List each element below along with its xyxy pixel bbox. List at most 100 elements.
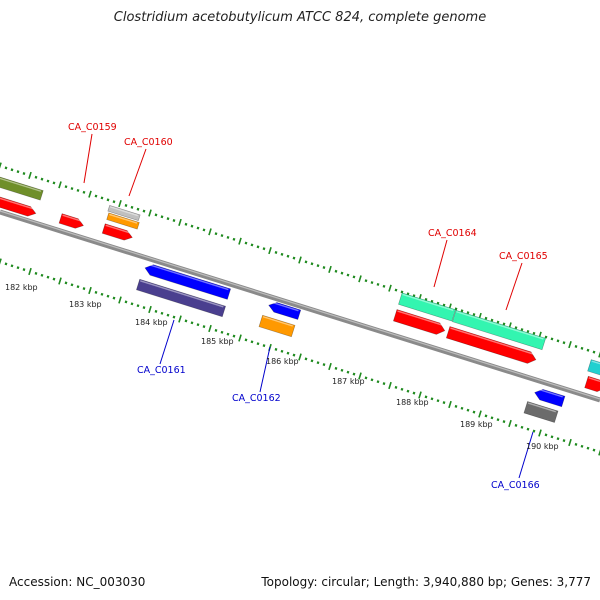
- minor-tick: [22, 268, 26, 272]
- minor-tick: [562, 439, 566, 443]
- minor-tick: [442, 303, 446, 307]
- minor-tick: [292, 353, 296, 357]
- minor-tick: [286, 254, 290, 258]
- minor-tick: [496, 418, 500, 422]
- minor-tick: [376, 380, 380, 384]
- gene-blue: [534, 388, 566, 408]
- gene-body: [101, 223, 133, 241]
- gene-body: [445, 326, 537, 364]
- minor-tick: [142, 306, 146, 310]
- gene-body: [136, 278, 226, 318]
- minor-tick: [166, 217, 170, 221]
- minor-tick: [592, 350, 596, 354]
- accession-label: Accession: NC_003030: [9, 575, 146, 589]
- gene-label-ca-c0160[interactable]: CA_C0160: [124, 137, 173, 148]
- minor-tick: [262, 344, 266, 348]
- minor-tick: [274, 251, 278, 254]
- gene-highlight: [262, 316, 293, 327]
- gene-highlight: [0, 194, 36, 211]
- minor-tick: [280, 252, 284, 256]
- gene-red: [58, 213, 84, 229]
- gene-body: [584, 375, 600, 392]
- gene-body: [523, 401, 559, 423]
- minor-tick: [322, 363, 326, 367]
- minor-tick: [160, 215, 164, 219]
- gene-body: [58, 213, 84, 229]
- minor-tick: [520, 425, 524, 429]
- gene-features: [0, 173, 600, 423]
- major-tick: [448, 400, 452, 409]
- minor-tick: [526, 427, 530, 431]
- gene-label-ca-c0161[interactable]: CA_C0161: [137, 365, 186, 376]
- gene-cyan: [587, 359, 600, 377]
- minor-tick: [196, 226, 200, 230]
- callout-line: [259, 346, 271, 393]
- gene-highlight: [270, 301, 299, 312]
- minor-tick: [406, 292, 410, 296]
- minor-tick: [316, 264, 320, 268]
- gene-light-gray: [107, 204, 141, 222]
- gene-body: [106, 212, 140, 230]
- gene-highlight: [402, 293, 454, 311]
- minor-tick: [94, 194, 98, 198]
- gene-orange: [106, 212, 140, 230]
- major-tick: [0, 258, 2, 265]
- minor-tick: [16, 266, 20, 270]
- minor-tick: [586, 348, 590, 352]
- minor-tick: [484, 414, 488, 418]
- minor-tick: [310, 359, 314, 363]
- minor-tick: [280, 349, 284, 353]
- gene-label-ca-c0162[interactable]: CA_C0162: [232, 393, 281, 404]
- gene-label-ca-c0165[interactable]: CA_C0165: [499, 251, 548, 262]
- minor-tick: [226, 235, 230, 239]
- minor-tick: [64, 281, 68, 285]
- minor-tick: [442, 401, 446, 405]
- major-tick: [568, 341, 572, 349]
- gene-highlight: [588, 377, 600, 384]
- gene-orange: [258, 314, 296, 338]
- gene-highlight: [147, 263, 229, 291]
- minor-tick: [472, 410, 476, 414]
- major-tick: [508, 419, 512, 428]
- gene-highlight: [456, 311, 544, 340]
- minor-tick: [46, 179, 50, 183]
- major-tick: [568, 438, 572, 447]
- minor-tick: [46, 275, 50, 279]
- gene-body: [268, 302, 302, 320]
- gene-label-ca-c0164[interactable]: CA_C0164: [428, 228, 477, 239]
- minor-tick: [76, 188, 80, 192]
- callout-line: [433, 239, 448, 288]
- major-tick: [178, 218, 182, 226]
- scale-tick-label: 182 kbp: [5, 283, 38, 292]
- gene-highlight: [0, 174, 42, 192]
- minor-tick: [454, 307, 458, 311]
- minor-tick: [214, 328, 218, 332]
- minor-tick: [424, 395, 428, 399]
- major-tick: [388, 381, 392, 390]
- gene-label-ca-c0166[interactable]: CA_C0166: [491, 480, 540, 491]
- gene-red: [445, 326, 537, 364]
- minor-tick: [310, 262, 314, 266]
- minor-tick: [436, 301, 440, 305]
- minor-tick: [256, 342, 260, 346]
- minor-tick: [244, 241, 248, 245]
- minor-tick: [274, 347, 278, 351]
- major-tick: [478, 410, 482, 418]
- minor-tick: [430, 299, 434, 303]
- minor-tick: [52, 277, 56, 281]
- minor-tick: [352, 275, 356, 279]
- minor-tick: [160, 311, 164, 315]
- gene-highlight: [397, 310, 445, 327]
- major-tick: [598, 449, 600, 456]
- major-tick: [388, 284, 392, 292]
- minor-tick: [454, 404, 458, 408]
- minor-tick: [526, 329, 530, 333]
- minor-tick: [346, 370, 350, 374]
- minor-tick: [376, 282, 380, 286]
- gene-label-ca-c0159[interactable]: CA_C0159: [68, 122, 117, 133]
- scale-tick-label: 185 kbp: [201, 337, 234, 346]
- map-title: Clostridium acetobutylicum ATCC 824, com…: [113, 10, 487, 25]
- minor-tick: [220, 234, 224, 238]
- major-tick: [28, 171, 32, 179]
- callout-line: [128, 148, 147, 197]
